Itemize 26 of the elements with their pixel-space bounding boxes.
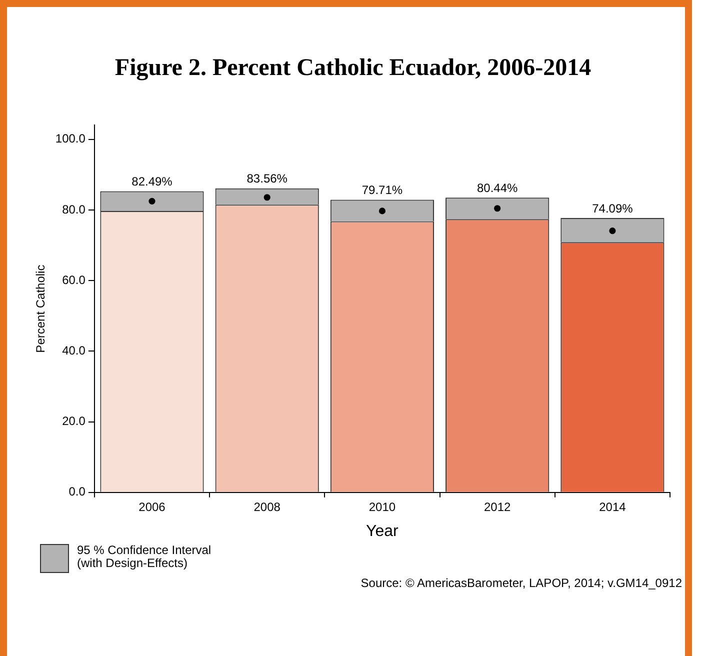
x-tick-label: 2012 bbox=[484, 500, 511, 514]
data-label: 80.44% bbox=[476, 180, 518, 195]
point bbox=[494, 205, 501, 212]
y-tick-label: 0.0 bbox=[68, 484, 86, 499]
x-tick-label: 2008 bbox=[254, 500, 281, 514]
data-label: 79.71% bbox=[362, 183, 403, 198]
text: 95 % Confidence Interval (with Design-Effects) bbox=[77, 543, 212, 570]
point bbox=[264, 194, 270, 201]
data-label: 83.56% bbox=[246, 172, 288, 186]
y-tick-label: 80.0 bbox=[62, 202, 86, 216]
x-tick-label: 2010 bbox=[368, 500, 396, 514]
point bbox=[378, 208, 386, 214]
source-note: Source: © AmericasBarometer, LAPOP, 2014; v.GM14_0912 bbox=[360, 576, 682, 590]
x-axis-title: Year bbox=[366, 522, 400, 540]
y-tick-label: 100.0 bbox=[55, 132, 86, 146]
point bbox=[609, 228, 616, 234]
data-label: 74.09% bbox=[592, 201, 634, 216]
x-tick-label: 2006 bbox=[138, 500, 166, 514]
point bbox=[148, 198, 156, 204]
y-tick-label: 40.0 bbox=[62, 343, 86, 358]
x-tick-label: 2014 bbox=[599, 500, 626, 514]
y-axis-title: Percent Catholic bbox=[34, 264, 48, 353]
y-tick-label: 60.0 bbox=[62, 272, 86, 287]
chart-title: Figure 2. Percent Catholic Ecuador, 2006-2014 bbox=[114, 55, 592, 82]
data-label: 82.49% bbox=[132, 174, 173, 189]
y-tick-label: 20.0 bbox=[62, 414, 86, 428]
